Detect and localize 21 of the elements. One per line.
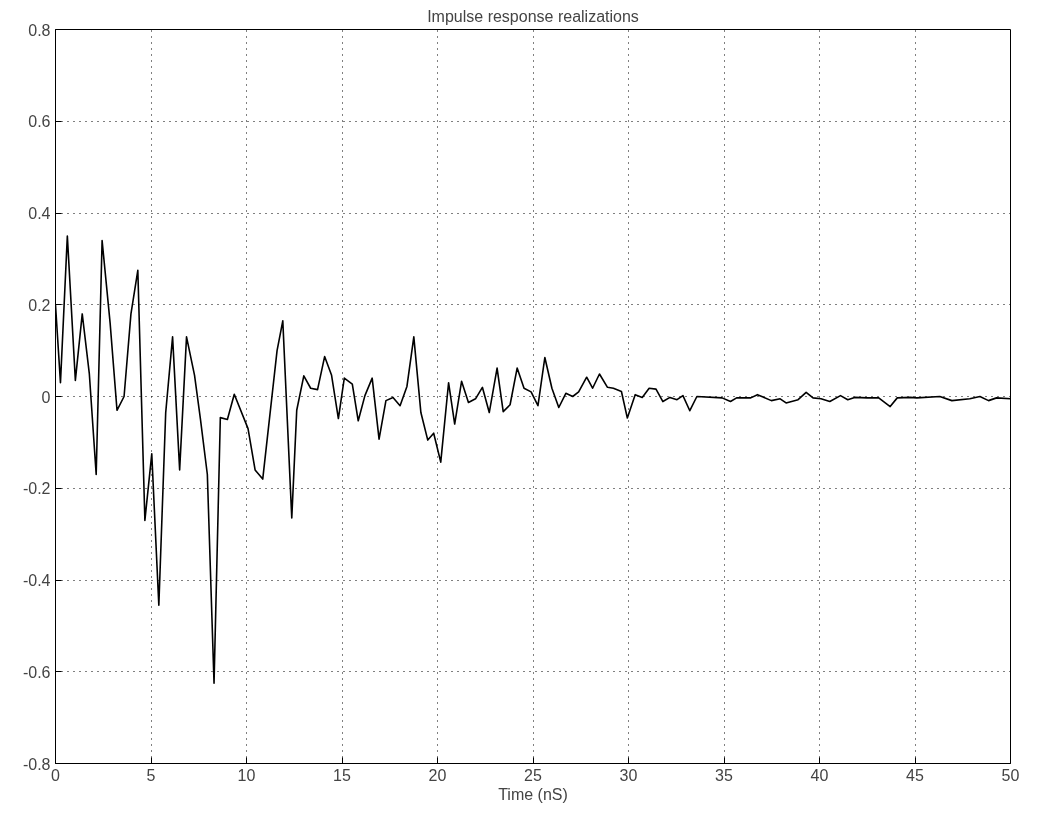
y-tick-label: 0 bbox=[41, 388, 51, 406]
y-tick-label: -0.2 bbox=[22, 480, 51, 498]
y-tick-label: 0.6 bbox=[28, 113, 51, 131]
x-tick-label: 15 bbox=[333, 766, 351, 784]
y-tick-label: 0.4 bbox=[28, 205, 51, 222]
x-axis-title: Time (nS) bbox=[498, 785, 568, 803]
x-tick-label: 40 bbox=[810, 766, 829, 784]
x-tick-label: 25 bbox=[524, 766, 542, 784]
x-tick-label: 30 bbox=[619, 766, 638, 784]
x-tick-label: 20 bbox=[428, 766, 447, 784]
x-tick-label: 35 bbox=[715, 766, 733, 784]
y-tick-label: -0.6 bbox=[22, 663, 51, 681]
y-tick-label: -0.8 bbox=[22, 755, 51, 773]
chart-title: Impulse response realizations bbox=[427, 7, 639, 25]
x-tick-label: 50 bbox=[1001, 766, 1020, 784]
y-tick-label: 0.2 bbox=[28, 296, 51, 314]
x-tick-label: 5 bbox=[146, 766, 156, 784]
x-tick-label: 10 bbox=[237, 766, 256, 784]
y-tick-label: 0.8 bbox=[28, 21, 51, 39]
x-tick-label: 45 bbox=[906, 766, 924, 784]
y-tick-label: -0.4 bbox=[22, 572, 51, 589]
